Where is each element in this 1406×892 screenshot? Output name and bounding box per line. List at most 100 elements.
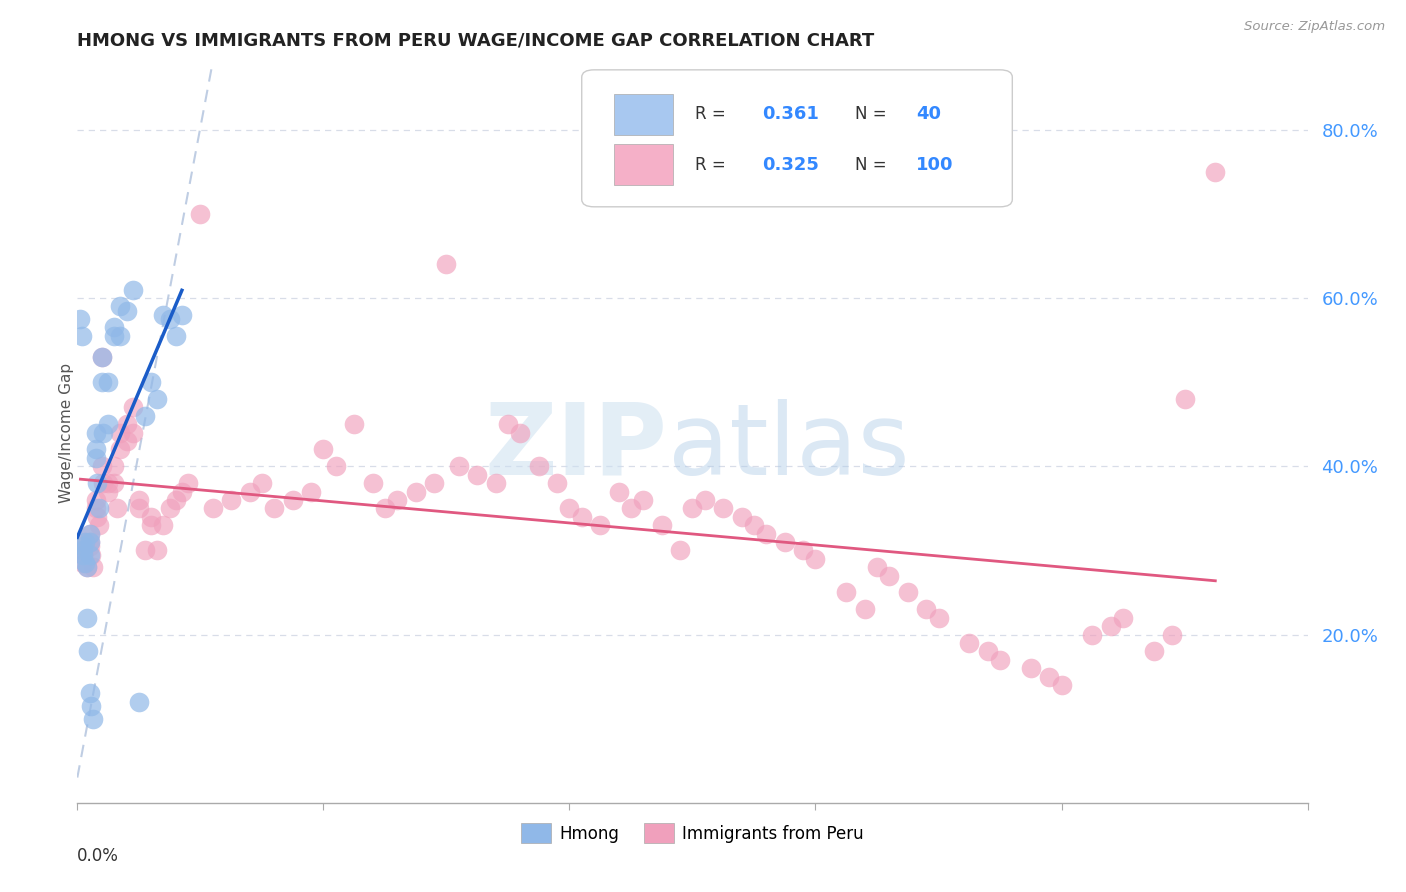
Point	[988, 653, 1011, 667]
Point	[607, 484, 630, 499]
Point	[633, 492, 655, 507]
Point	[159, 501, 181, 516]
Text: 40: 40	[917, 105, 942, 123]
Point	[86, 476, 108, 491]
Point	[853, 602, 876, 616]
Point	[546, 476, 568, 491]
Point	[897, 585, 920, 599]
Point	[110, 329, 132, 343]
Text: R =: R =	[695, 105, 731, 123]
Point	[731, 509, 754, 524]
Legend: Hmong, Immigrants from Peru: Hmong, Immigrants from Peru	[515, 816, 870, 850]
Point	[742, 518, 765, 533]
Point	[79, 526, 101, 541]
Y-axis label: Wage/Income Gap: Wage/Income Gap	[59, 362, 73, 503]
Point	[620, 501, 643, 516]
Point	[755, 526, 778, 541]
Point	[361, 476, 384, 491]
Point	[250, 476, 273, 491]
Point	[73, 535, 96, 549]
Point	[79, 686, 101, 700]
Point	[693, 492, 716, 507]
Point	[80, 699, 103, 714]
Point	[804, 551, 827, 566]
Point	[79, 539, 101, 553]
Point	[72, 539, 94, 553]
Point	[70, 329, 93, 343]
Point	[1099, 619, 1122, 633]
Point	[374, 501, 396, 516]
Point	[141, 375, 163, 389]
Point	[87, 501, 110, 516]
Point	[977, 644, 1000, 658]
Point	[82, 712, 104, 726]
Point	[115, 303, 138, 318]
Point	[201, 501, 224, 516]
Text: 0.325: 0.325	[762, 155, 820, 174]
Point	[589, 518, 612, 533]
Point	[121, 283, 143, 297]
Text: atlas: atlas	[668, 399, 910, 496]
Point	[97, 375, 120, 389]
Point	[485, 476, 508, 491]
Point	[79, 535, 101, 549]
Point	[866, 560, 889, 574]
Point	[835, 585, 858, 599]
Point	[146, 543, 169, 558]
Point	[496, 417, 519, 432]
Text: N =: N =	[855, 105, 891, 123]
Point	[103, 459, 125, 474]
Point	[1050, 678, 1073, 692]
Point	[134, 409, 156, 423]
Point	[159, 312, 181, 326]
Point	[91, 476, 114, 491]
Point	[121, 401, 143, 415]
Point	[669, 543, 692, 558]
Point	[84, 501, 107, 516]
Point	[75, 556, 97, 570]
Point	[447, 459, 470, 474]
Point	[152, 518, 174, 533]
Point	[1038, 670, 1060, 684]
Point	[1019, 661, 1042, 675]
Text: HMONG VS IMMIGRANTS FROM PERU WAGE/INCOME GAP CORRELATION CHART: HMONG VS IMMIGRANTS FROM PERU WAGE/INCOM…	[77, 32, 875, 50]
Point	[110, 442, 132, 457]
Point	[79, 535, 101, 549]
Point	[423, 476, 446, 491]
Text: 0.0%: 0.0%	[77, 847, 120, 865]
Point	[72, 543, 94, 558]
Point	[571, 509, 593, 524]
Point	[558, 501, 581, 516]
Point	[165, 329, 187, 343]
Point	[141, 509, 163, 524]
Point	[105, 501, 128, 516]
Text: 0.361: 0.361	[762, 105, 820, 123]
Point	[69, 312, 91, 326]
Point	[103, 476, 125, 491]
Point	[177, 476, 200, 491]
Point	[72, 556, 94, 570]
Point	[263, 501, 285, 516]
Text: ZIP: ZIP	[485, 399, 668, 496]
Point	[527, 459, 550, 474]
Point	[128, 492, 150, 507]
Point	[91, 425, 114, 440]
Point	[343, 417, 366, 432]
Point	[84, 442, 107, 457]
Point	[1174, 392, 1197, 406]
Point	[115, 417, 138, 432]
Point	[76, 560, 98, 574]
Point	[77, 644, 100, 658]
Point	[90, 459, 114, 474]
Point	[170, 308, 193, 322]
Point	[84, 450, 107, 465]
Point	[79, 548, 101, 562]
Point	[79, 526, 101, 541]
Point	[1143, 644, 1166, 658]
Point	[97, 476, 120, 491]
Point	[299, 484, 322, 499]
Point	[773, 535, 796, 549]
Point	[385, 492, 409, 507]
Bar	[614, 94, 673, 135]
Point	[110, 300, 132, 314]
